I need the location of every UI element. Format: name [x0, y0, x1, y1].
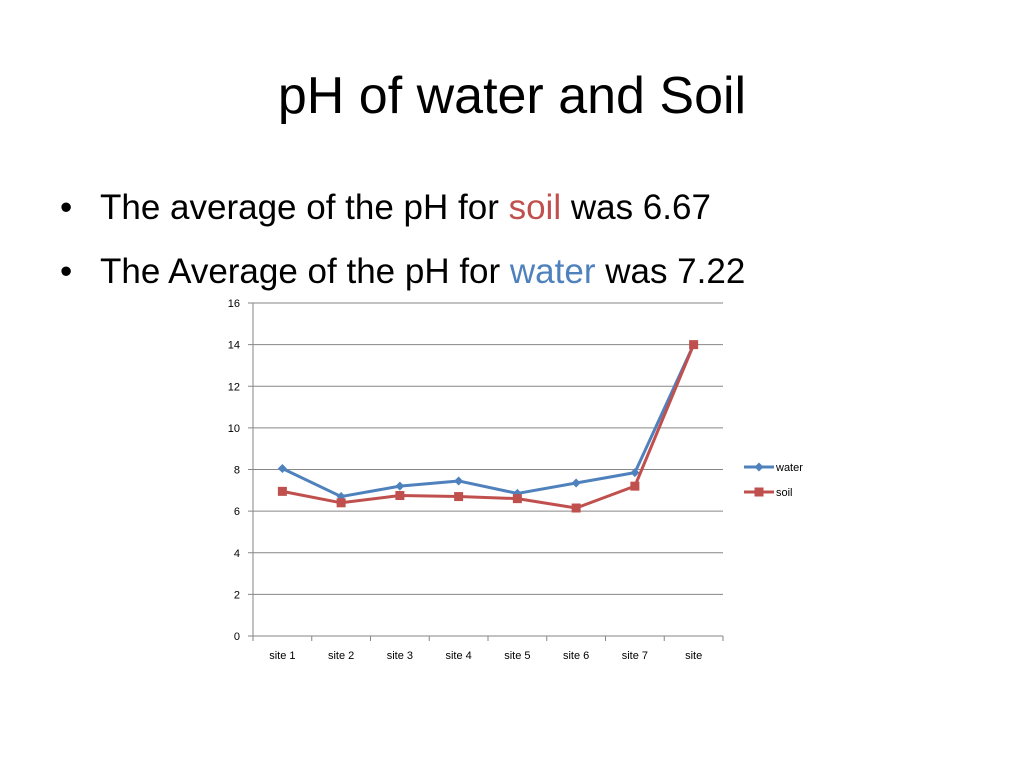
data-point-water: [395, 481, 405, 491]
bullet-water-text: The Average of the pH for: [100, 252, 510, 291]
x-tick-label: site 4: [445, 650, 471, 662]
slide-title: pH of water and Soil: [277, 67, 747, 125]
data-point-soil: [630, 481, 640, 491]
bullet-dot-icon: •: [60, 252, 73, 291]
data-point-soil: [571, 503, 581, 513]
bullet-list: • The average of the pH for soil was 6.6…: [60, 186, 745, 314]
data-point-soil: [512, 494, 522, 504]
data-point-soil: [395, 491, 405, 501]
y-tick-label: 14: [228, 340, 240, 352]
data-point-water: [277, 463, 287, 473]
bullet-water-keyword: water: [509, 252, 596, 291]
y-tick-label: 12: [228, 381, 240, 393]
data-point-water: [571, 478, 581, 488]
data-point-soil: [277, 486, 287, 496]
bullet-water-value: was 7.22: [595, 252, 746, 291]
legend-marker-soil: [754, 487, 764, 497]
x-tick-label: site 1: [269, 650, 295, 662]
bullet-soil-keyword: soil: [508, 188, 562, 227]
series-line-water: [281, 343, 695, 499]
y-tick-label: 10: [228, 423, 240, 435]
y-tick-label: 0: [234, 631, 240, 643]
x-tick-label: site 5: [504, 650, 530, 662]
y-tick-label: 2: [234, 589, 240, 601]
x-tick-label: site 2: [328, 650, 354, 662]
data-point-soil: [336, 498, 346, 508]
x-tick-label: site 3: [387, 650, 413, 662]
bullet-soil-text: The average of the pH for: [100, 188, 509, 227]
legend-label-soil: soil: [776, 487, 793, 499]
bullet-water: • The Average of the pH for water was 7.…: [60, 250, 745, 294]
y-tick-label: 8: [234, 465, 240, 477]
data-point-water: [454, 476, 464, 486]
y-tick-label: 4: [234, 548, 240, 560]
legend-marker-water: [754, 462, 764, 472]
bullet-dot-icon: •: [60, 188, 73, 227]
y-tick-label: 6: [234, 506, 240, 518]
bullet-soil-value: was 6.67: [561, 188, 711, 227]
data-point-soil: [689, 340, 699, 350]
data-point-water: [630, 468, 640, 478]
series-line-soil: [282, 344, 696, 510]
x-tick-label: site 6: [563, 650, 589, 662]
bullet-soil: • The average of the pH for soil was 6.6…: [60, 186, 745, 230]
legend-label-water: water: [775, 462, 803, 474]
y-tick-label: 16: [228, 298, 240, 310]
data-point-soil: [454, 492, 464, 502]
x-tick-label: site: [685, 650, 702, 662]
x-tick-label: site 7: [622, 650, 648, 662]
